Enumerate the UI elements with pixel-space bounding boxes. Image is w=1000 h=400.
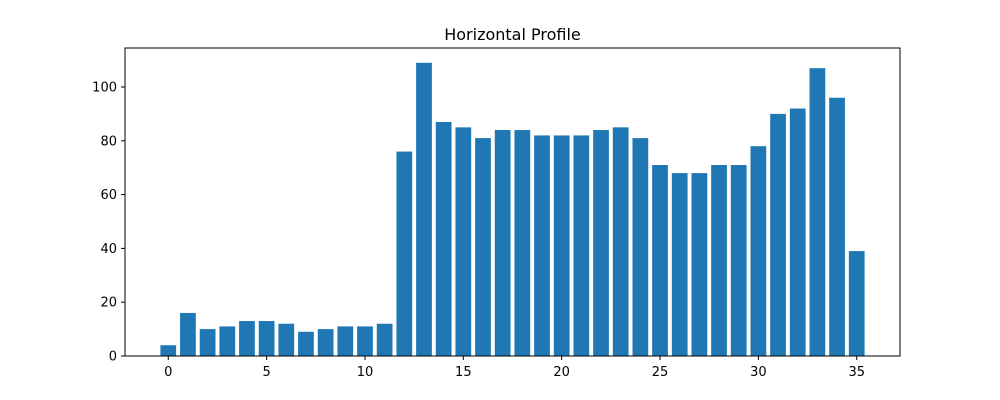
bar-31 — [770, 113, 786, 356]
bar-19 — [534, 135, 550, 356]
bar-21 — [573, 135, 590, 356]
bar-12 — [396, 151, 413, 356]
bar-10 — [357, 326, 373, 356]
bar-28 — [711, 165, 727, 356]
bar-33 — [809, 68, 826, 356]
bar-5 — [258, 321, 275, 356]
bar-20 — [553, 135, 570, 356]
bar-4 — [239, 321, 255, 356]
bar-30 — [750, 146, 767, 356]
y-tick-label: 40 — [100, 242, 117, 257]
x-axis-ticks: 0 5 10 15 20 25 30 35 — [164, 356, 865, 380]
bar-8 — [317, 329, 334, 356]
chart-title: Horizontal Profile — [444, 25, 581, 44]
x-tick-label: 15 — [455, 365, 472, 380]
bar-26 — [671, 173, 688, 356]
x-tick-label: 25 — [652, 365, 669, 380]
y-tick-label: 0 — [109, 350, 117, 365]
x-tick-label: 30 — [750, 365, 767, 380]
bar-32 — [789, 108, 806, 356]
bar-35 — [848, 251, 865, 356]
bar-0 — [160, 345, 177, 356]
x-tick-label: 20 — [553, 365, 570, 380]
bar-27 — [691, 173, 708, 356]
x-tick-label: 10 — [357, 365, 374, 380]
bar-9 — [337, 326, 354, 356]
axes-frame — [124, 47, 901, 357]
bar-13 — [416, 62, 432, 356]
bar-24 — [632, 138, 649, 356]
bar-34 — [829, 97, 845, 356]
bar-15 — [455, 127, 472, 356]
bar-18 — [514, 130, 531, 356]
bars-group — [160, 62, 865, 356]
y-tick-label: 20 — [100, 296, 117, 311]
bar-11 — [376, 323, 393, 356]
bar-2 — [199, 329, 216, 356]
y-tick-label: 80 — [100, 134, 117, 149]
x-tick-label: 5 — [262, 365, 270, 380]
x-tick-label: 35 — [848, 365, 865, 380]
bar-14 — [435, 121, 452, 356]
y-tick-label: 60 — [100, 188, 117, 203]
bar-22 — [593, 130, 609, 356]
bar-25 — [652, 165, 668, 356]
bar-23 — [612, 127, 629, 356]
bar-6 — [278, 323, 295, 356]
bar-29 — [730, 165, 747, 356]
bar-17 — [494, 130, 511, 356]
bar-1 — [180, 312, 196, 356]
x-tick-label: 0 — [164, 365, 172, 380]
y-axis-ticks: 0 20 40 60 80 100 — [92, 81, 125, 365]
bar-16 — [475, 138, 491, 356]
bar-7 — [298, 331, 314, 356]
y-tick-label: 100 — [92, 81, 117, 96]
bar-3 — [219, 326, 236, 356]
